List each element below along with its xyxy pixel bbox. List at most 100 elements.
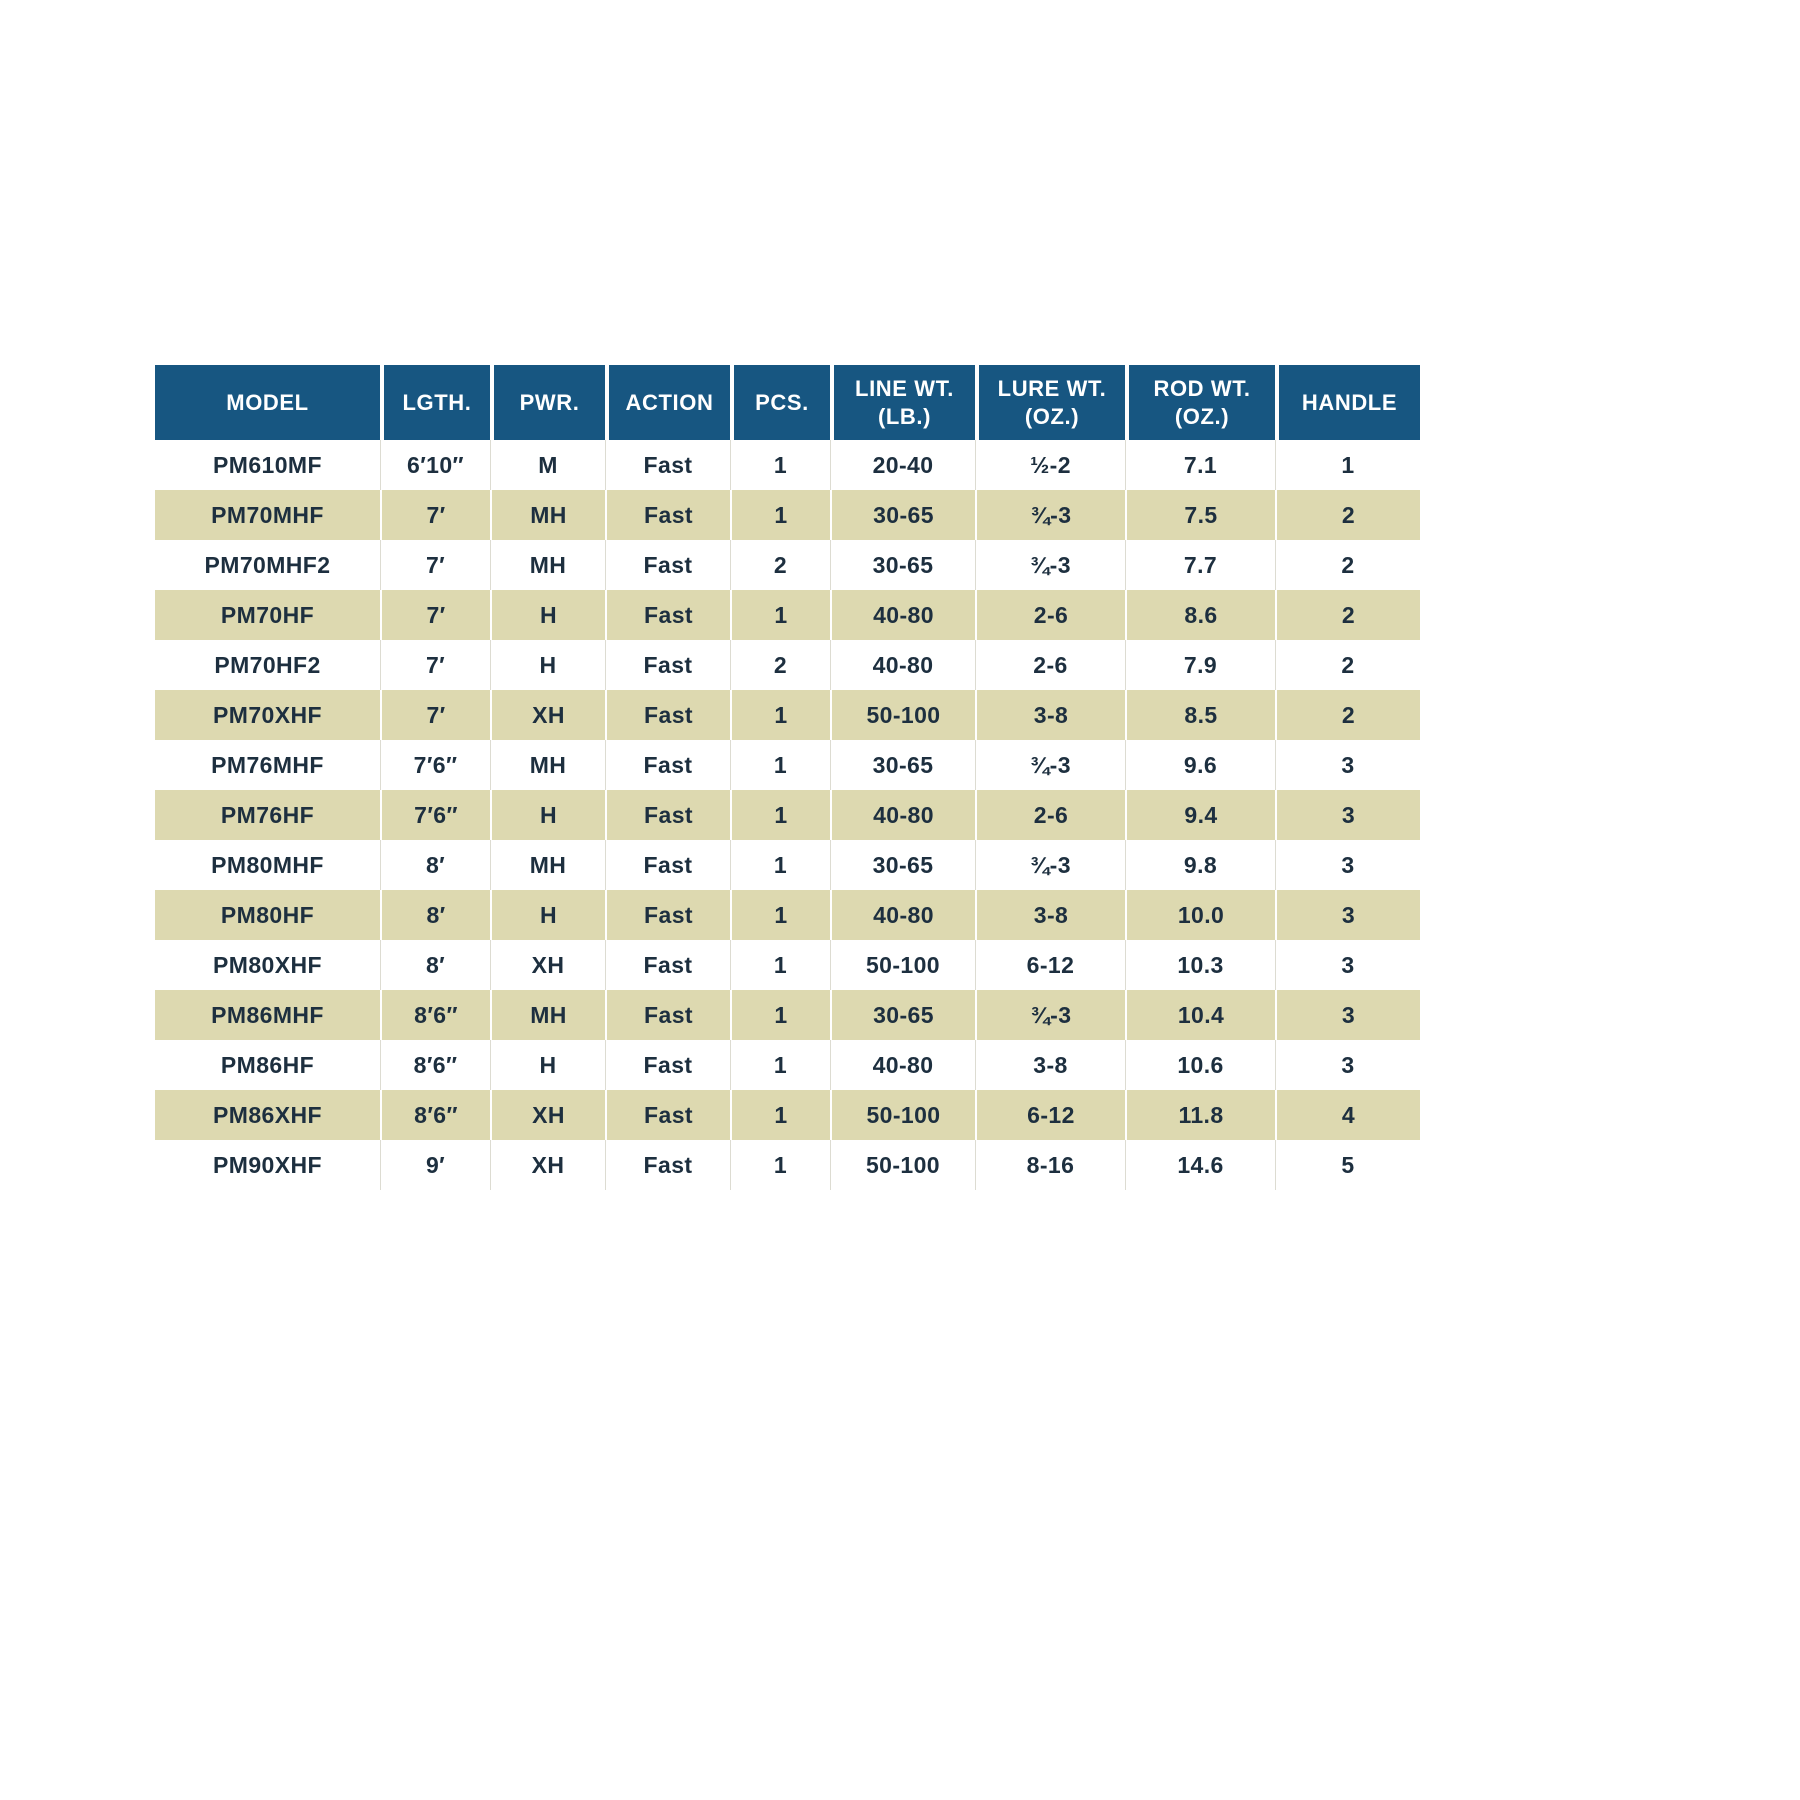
table-row: PM80XHF 8′ XH Fast 1 50-100 6-12 10.3 3 [155,940,1420,990]
table-cell: 1 [730,790,830,840]
table-cell: 2 [730,540,830,590]
table-cell: PM80HF [155,890,380,940]
table-cell: ¾-3 [975,740,1125,790]
rod-spec-table: MODEL LGTH. PWR. ACTION PCS. LINE WT. (LB.) LU… [155,365,1420,1190]
table-cell: 8′6″ [380,990,490,1040]
table-cell: 3 [1275,740,1420,790]
table-cell: 30-65 [830,990,975,1040]
table-cell: 7.5 [1125,490,1275,540]
table-cell: 2 [1275,640,1420,690]
table-cell: 8.5 [1125,690,1275,740]
table-cell: 7′ [380,640,490,690]
table-cell: 3-8 [975,1040,1125,1090]
header-cell: ACTION [605,365,730,440]
table-cell: 8-16 [975,1140,1125,1190]
table-cell: 2 [1275,540,1420,590]
table-cell: 4 [1275,1090,1420,1140]
table-cell: PM70MHF2 [155,540,380,590]
table-cell: 3 [1275,940,1420,990]
table-cell: ¾-3 [975,840,1125,890]
table-cell: 8′6″ [380,1040,490,1090]
table-cell: 9.8 [1125,840,1275,890]
table-cell: 30-65 [830,490,975,540]
table-cell: 1 [730,590,830,640]
table-cell: 3 [1275,1040,1420,1090]
table-cell: 7.7 [1125,540,1275,590]
table-cell: 1 [730,890,830,940]
header-row: MODEL LGTH. PWR. ACTION PCS. LINE WT. (LB.) LU… [155,365,1420,440]
header-cell: LINE WT. (LB.) [830,365,975,440]
table-row: PM610MF 6′10″ M Fast 1 20-40 ½-2 7.1 1 [155,440,1420,490]
table-cell: Fast [605,790,730,840]
table-cell: XH [490,690,605,740]
table-cell: 7.1 [1125,440,1275,490]
table-cell: ¾-3 [975,990,1125,1040]
table-cell: H [490,790,605,840]
table-cell: Fast [605,690,730,740]
table-cell: 3-8 [975,690,1125,740]
table-cell: 50-100 [830,690,975,740]
table-cell: PM86MHF [155,990,380,1040]
table-cell: 3 [1275,990,1420,1040]
table-cell: H [490,640,605,690]
table-cell: 50-100 [830,940,975,990]
table-cell: 7′6″ [380,740,490,790]
table-cell: 7′6″ [380,790,490,840]
table-row: PM70HF 7′ H Fast 1 40-80 2-6 8.6 2 [155,590,1420,640]
table-cell: Fast [605,740,730,790]
table-cell: Fast [605,890,730,940]
table-cell: PM70HF [155,590,380,640]
table-cell: PM86XHF [155,1090,380,1140]
table-cell: 50-100 [830,1090,975,1140]
table-cell: 40-80 [830,790,975,840]
table-cell: Fast [605,1140,730,1190]
table-row: PM76MHF 7′6″ MH Fast 1 30-65 ¾-3 9.6 3 [155,740,1420,790]
table-cell: MH [490,490,605,540]
table-cell: 2-6 [975,790,1125,840]
table-cell: 7′ [380,590,490,640]
table-cell: Fast [605,440,730,490]
table-cell: 9.4 [1125,790,1275,840]
table-cell: PM76MHF [155,740,380,790]
table-cell: 1 [730,1140,830,1190]
table-row: PM86XHF 8′6″ XH Fast 1 50-100 6-12 11.8 4 [155,1090,1420,1140]
table-row: PM70MHF2 7′ MH Fast 2 30-65 ¾-3 7.7 2 [155,540,1420,590]
table-cell: H [490,890,605,940]
table-cell: Fast [605,490,730,540]
table-cell: 2 [730,640,830,690]
table-cell: 8.6 [1125,590,1275,640]
table-row: PM70MHF 7′ MH Fast 1 30-65 ¾-3 7.5 2 [155,490,1420,540]
table-cell: 8′6″ [380,1090,490,1140]
table-row: PM90XHF 9′ XH Fast 1 50-100 8-16 14.6 5 [155,1140,1420,1190]
table-cell: 10.6 [1125,1040,1275,1090]
table-cell: Fast [605,840,730,890]
table-cell: 7′ [380,490,490,540]
table-cell: 10.0 [1125,890,1275,940]
table-cell: XH [490,940,605,990]
table-cell: PM70MHF [155,490,380,540]
table-cell: 7.9 [1125,640,1275,690]
table-cell: 40-80 [830,890,975,940]
table-cell: 8′ [380,940,490,990]
table-cell: 1 [730,1090,830,1140]
header-cell: PCS. [730,365,830,440]
table-body: PM610MF 6′10″ M Fast 1 20-40 ½-2 7.1 1 PM70MHF 7′ M… [155,440,1420,1190]
table-cell: MH [490,840,605,890]
table-row: PM86MHF 8′6″ MH Fast 1 30-65 ¾-3 10.4 3 [155,990,1420,1040]
table-cell: 3 [1275,840,1420,890]
table-cell: 8′ [380,840,490,890]
table-cell: 2 [1275,490,1420,540]
table-cell: Fast [605,1040,730,1090]
table-cell: 14.6 [1125,1140,1275,1190]
table-cell: Fast [605,540,730,590]
header-cell: LURE WT. (OZ.) [975,365,1125,440]
table-cell: PM76HF [155,790,380,840]
table-cell: 2 [1275,590,1420,640]
table-cell: XH [490,1090,605,1140]
table-cell: 10.3 [1125,940,1275,990]
table-cell: 30-65 [830,540,975,590]
table-cell: 7′ [380,690,490,740]
table-cell: 40-80 [830,590,975,640]
rod-spec-table-container: MODEL LGTH. PWR. ACTION PCS. LINE WT. (LB.) LU… [155,365,1420,1190]
table-cell: 2-6 [975,640,1125,690]
